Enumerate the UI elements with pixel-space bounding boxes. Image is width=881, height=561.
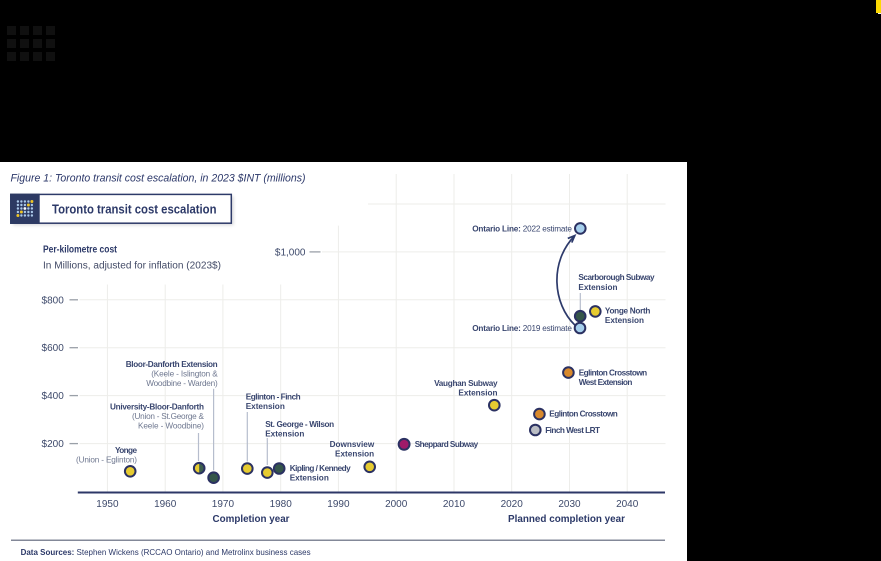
svg-text:Figure 1: Toronto transit cost: Figure 1: Toronto transit cost escalatio…: [11, 173, 306, 185]
svg-text:2040: 2040: [616, 499, 639, 510]
svg-text:Keele - Woodbine): Keele - Woodbine): [138, 422, 204, 431]
svg-text:1980: 1980: [270, 499, 293, 510]
svg-text:$600: $600: [42, 343, 65, 354]
svg-text:Eglinton - Finch: Eglinton - Finch: [246, 392, 301, 401]
svg-text:Kipling / Kennedy: Kipling / Kennedy: [290, 464, 351, 473]
svg-text:$200: $200: [42, 439, 65, 450]
svg-text:(Union - Eglinton): (Union - Eglinton): [76, 455, 137, 464]
svg-text:Ontario Line: 2019 estimate: Ontario Line: 2019 estimate: [472, 324, 572, 333]
svg-text:St. George - Wilson: St. George - Wilson: [265, 420, 334, 429]
svg-text:$800: $800: [42, 295, 65, 306]
svg-text:1990: 1990: [327, 499, 350, 510]
svg-text:Yonge: Yonge: [115, 446, 137, 455]
svg-text:Woodbine - Warden): Woodbine - Warden): [146, 379, 218, 388]
svg-text:Per-kilometre cost: Per-kilometre cost: [43, 244, 118, 255]
svg-text:Bloor-Danforth Extension: Bloor-Danforth Extension: [126, 360, 218, 369]
svg-text:Vaughan Subway: Vaughan Subway: [434, 379, 498, 388]
svg-text:Extension: Extension: [265, 430, 304, 439]
svg-text:In Millions, adjusted for infl: In Millions, adjusted for inflation (202…: [43, 260, 221, 271]
svg-text:$400: $400: [42, 391, 65, 402]
svg-text:West Extension: West Extension: [579, 378, 633, 387]
svg-text:2000: 2000: [385, 499, 408, 510]
svg-text:Completion year: Completion year: [213, 514, 290, 525]
svg-text:Data Sources: Stephen Wickens: Data Sources: Stephen Wickens (RCCAO Ont…: [21, 547, 311, 557]
svg-text:(Union - St.George &: (Union - St.George &: [132, 412, 205, 421]
svg-text:Downsview: Downsview: [330, 440, 375, 449]
svg-text:2020: 2020: [501, 499, 524, 510]
svg-text:University-Bloor-Danforth: University-Bloor-Danforth: [110, 403, 204, 412]
svg-text:Planned completion year: Planned completion year: [508, 514, 625, 525]
svg-text:Eglinton Crosstown: Eglinton Crosstown: [549, 409, 618, 418]
svg-text:Finch West LRT: Finch West LRT: [545, 426, 600, 435]
svg-text:1970: 1970: [212, 499, 235, 510]
svg-text:Extension: Extension: [578, 283, 617, 292]
svg-text:Toronto transit cost escalatio: Toronto transit cost escalation: [52, 203, 217, 217]
svg-text:$1,000: $1,000: [275, 247, 306, 258]
svg-text:2030: 2030: [558, 499, 581, 510]
svg-text:Extension: Extension: [246, 402, 285, 411]
svg-text:1960: 1960: [154, 499, 177, 510]
svg-text:Ontario Line: 2022 estimate: Ontario Line: 2022 estimate: [472, 224, 572, 233]
svg-text:Scarborough Subway: Scarborough Subway: [578, 273, 655, 282]
svg-text:Eglinton Crosstown: Eglinton Crosstown: [579, 368, 648, 377]
svg-text:Extension: Extension: [335, 450, 374, 459]
svg-text:Extension: Extension: [458, 389, 497, 398]
svg-text:Extension: Extension: [290, 473, 329, 482]
svg-text:Yonge North: Yonge North: [605, 306, 651, 315]
svg-text:1950: 1950: [96, 499, 119, 510]
svg-text:(Keele - Islington &: (Keele - Islington &: [151, 369, 218, 378]
svg-text:Sheppard Subway: Sheppard Subway: [415, 440, 479, 449]
svg-text:2010: 2010: [443, 499, 466, 510]
svg-text:Extension: Extension: [605, 316, 644, 325]
